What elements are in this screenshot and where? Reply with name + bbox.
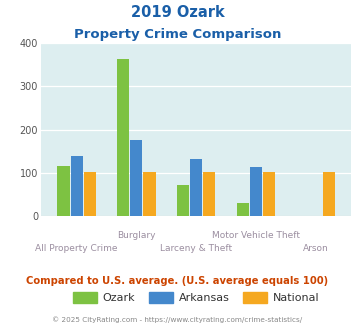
Bar bbox=[143, 172, 155, 216]
Bar bbox=[203, 172, 215, 216]
Bar bbox=[58, 166, 70, 216]
Text: Motor Vehicle Theft: Motor Vehicle Theft bbox=[212, 231, 300, 240]
Bar bbox=[237, 203, 249, 216]
Legend: Ozark, Arkansas, National: Ozark, Arkansas, National bbox=[68, 287, 324, 308]
Text: Property Crime Comparison: Property Crime Comparison bbox=[74, 28, 281, 41]
Bar bbox=[177, 185, 189, 216]
Text: Burglary: Burglary bbox=[117, 231, 155, 240]
Bar bbox=[323, 172, 335, 216]
Text: Larceny & Theft: Larceny & Theft bbox=[160, 244, 232, 253]
Text: Arson: Arson bbox=[303, 244, 328, 253]
Text: © 2025 CityRating.com - https://www.cityrating.com/crime-statistics/: © 2025 CityRating.com - https://www.city… bbox=[53, 317, 302, 323]
Bar bbox=[71, 156, 83, 216]
Text: All Property Crime: All Property Crime bbox=[36, 244, 118, 253]
Text: 2019 Ozark: 2019 Ozark bbox=[131, 5, 224, 20]
Bar bbox=[130, 140, 142, 216]
Bar bbox=[250, 167, 262, 216]
Bar bbox=[263, 172, 275, 216]
Bar bbox=[190, 159, 202, 216]
Bar bbox=[84, 172, 96, 216]
Text: Compared to U.S. average. (U.S. average equals 100): Compared to U.S. average. (U.S. average … bbox=[26, 276, 329, 285]
Bar bbox=[117, 59, 129, 216]
